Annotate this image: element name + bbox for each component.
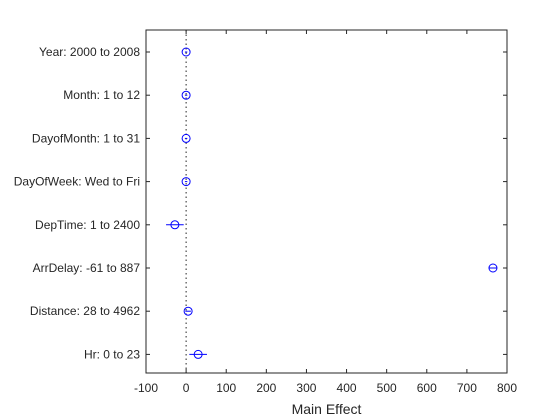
effect-point <box>183 306 193 316</box>
effect-point <box>170 220 180 230</box>
x-tick-label: 500 <box>377 381 397 395</box>
x-tick-label: 300 <box>296 381 316 395</box>
effect-point <box>181 47 191 57</box>
effect-point <box>181 90 191 100</box>
effect-point <box>181 177 191 187</box>
effect-point <box>193 349 203 359</box>
y-tick-label: DayOfWeek: Wed to Fri <box>14 175 140 189</box>
y-tick-label: Year: 2000 to 2008 <box>39 45 140 59</box>
effect-points <box>166 47 498 359</box>
y-tick-label: Distance: 28 to 4962 <box>30 304 140 318</box>
x-tick-label: 600 <box>417 381 437 395</box>
effect-point <box>181 133 191 143</box>
y-axis-ticks: Year: 2000 to 2008 Month: 1 to 12 DayofMon… <box>14 45 507 361</box>
x-tick-label: 800 <box>497 381 517 395</box>
x-tick-label: 100 <box>216 381 236 395</box>
y-tick-label: Month: 1 to 12 <box>63 88 140 102</box>
y-tick-label: DepTime: 1 to 2400 <box>35 218 140 232</box>
x-tick-label: 700 <box>457 381 477 395</box>
x-axis-ticks: -100 0 100 200 300 400 500 600 700 800 <box>134 30 517 395</box>
x-axis-label: Main Effect <box>292 401 362 417</box>
effect-point <box>488 263 498 273</box>
x-tick-label: -100 <box>134 381 158 395</box>
y-tick-label: Hr: 0 to 23 <box>84 347 140 361</box>
y-tick-label: ArrDelay: -61 to 887 <box>33 261 141 275</box>
x-tick-label: 400 <box>337 381 357 395</box>
y-tick-label: DayofMonth: 1 to 31 <box>32 131 140 145</box>
x-tick-label: 200 <box>256 381 276 395</box>
plot-area <box>145 29 508 374</box>
x-tick-label: 0 <box>183 381 190 395</box>
